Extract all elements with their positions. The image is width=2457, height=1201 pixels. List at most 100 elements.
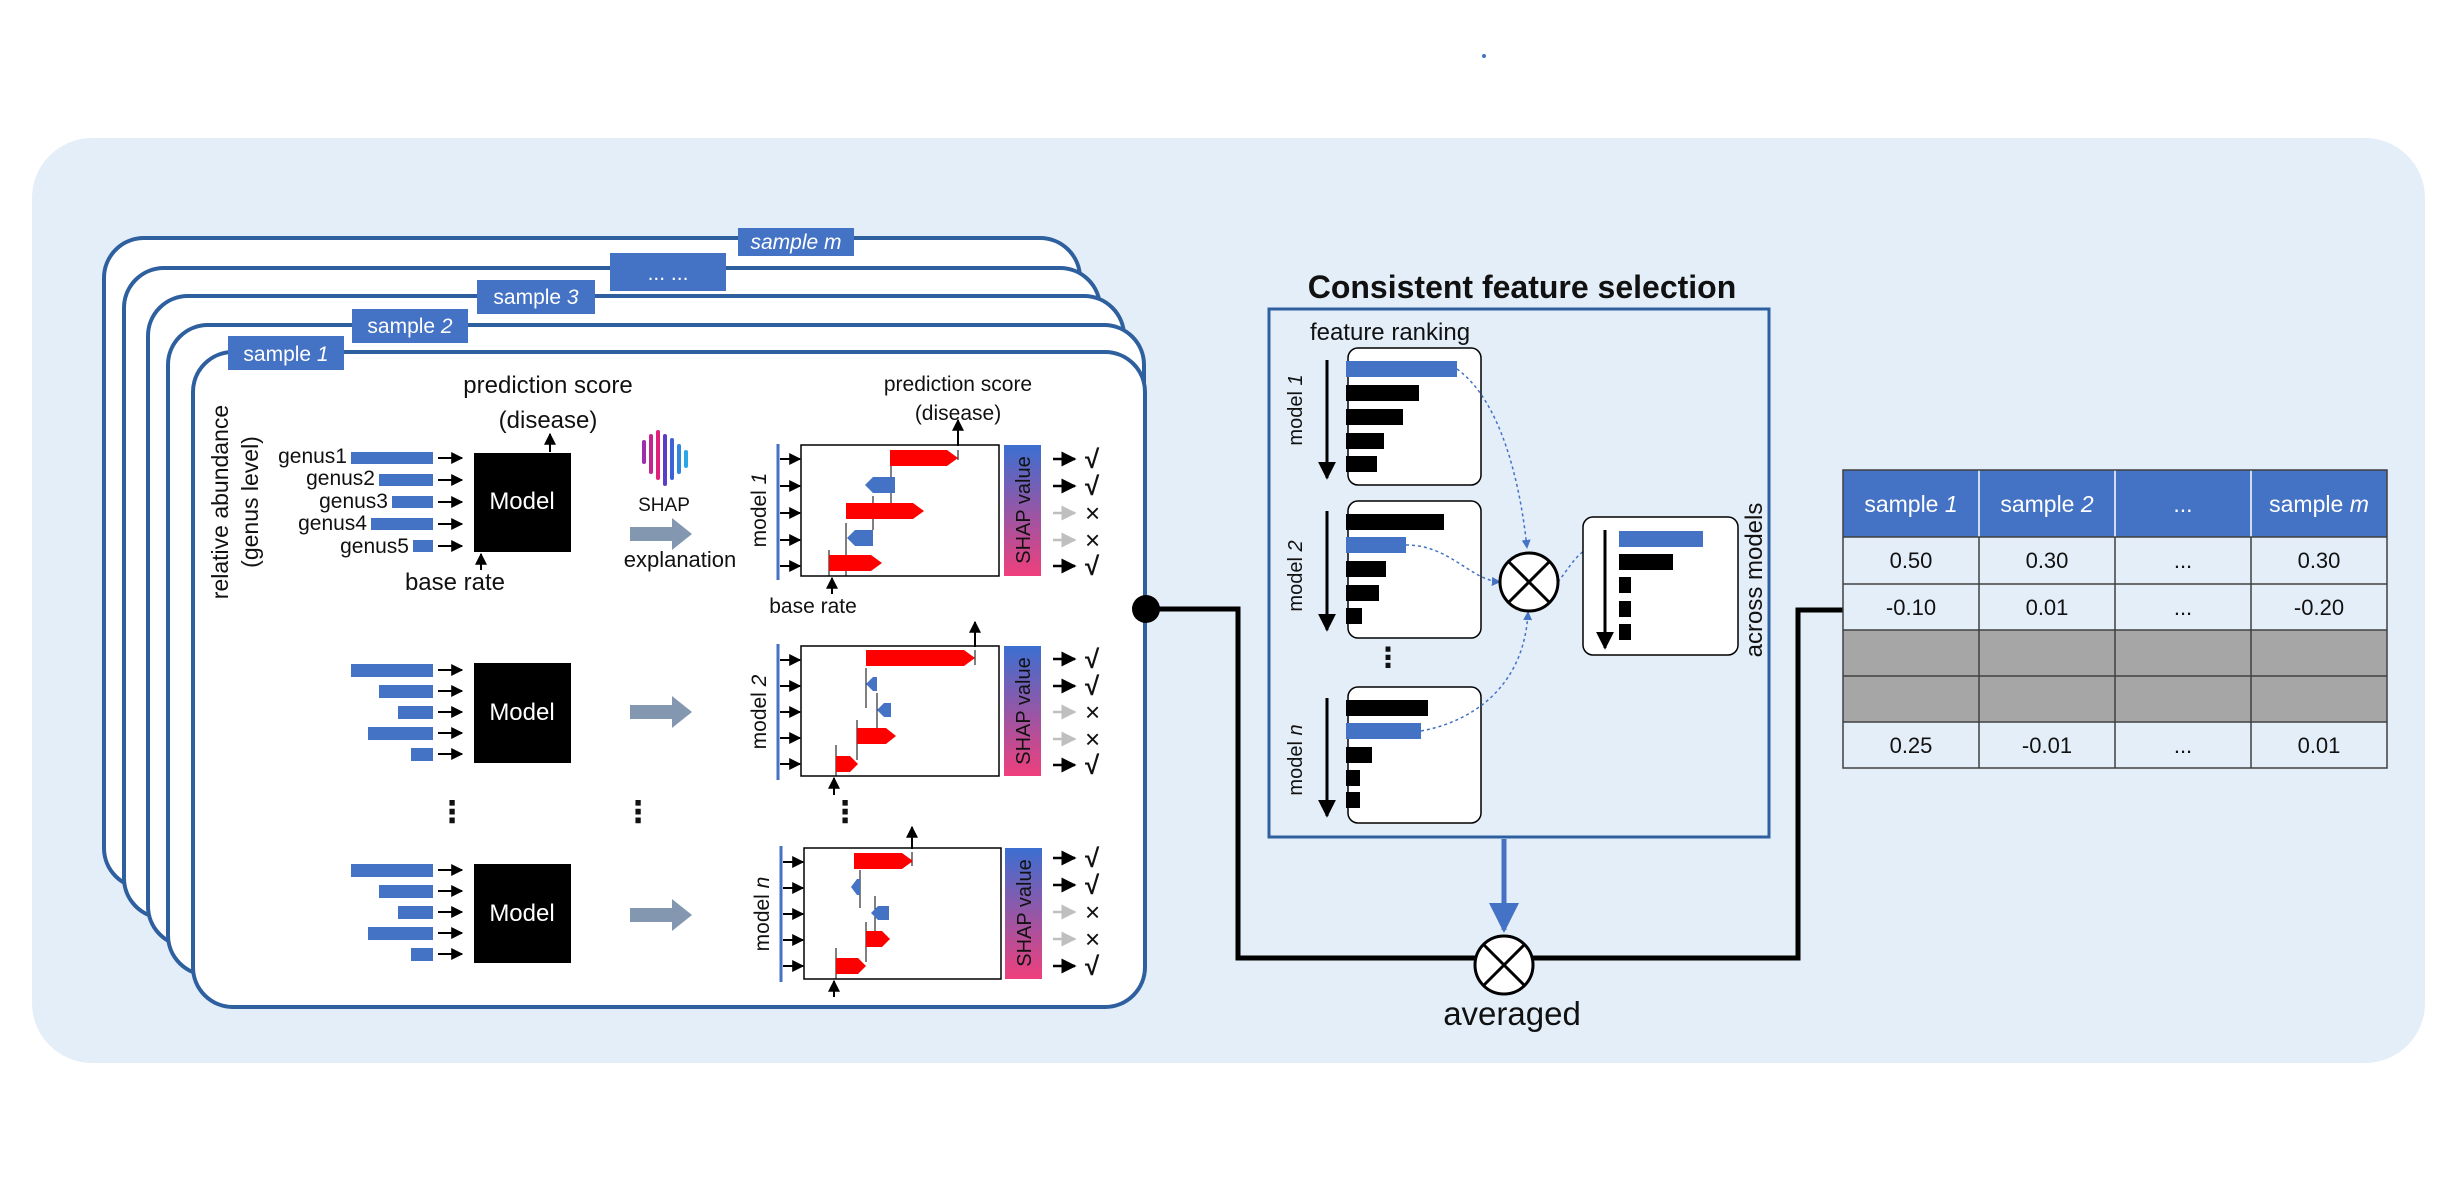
svg-text:√: √ <box>1085 471 1100 501</box>
model-box-2: Model <box>474 663 571 763</box>
across-models-label: across models <box>1741 503 1768 658</box>
ranking-card-n <box>1318 686 1482 824</box>
decorative-dot <box>1482 54 1486 58</box>
base-rate-label-left: base rate <box>405 569 505 596</box>
shap-logo-icon <box>642 430 688 486</box>
svg-text:model 2: model 2 <box>1285 540 1307 611</box>
model-box-1: Model <box>474 453 571 552</box>
svg-text:0.30: 0.30 <box>2298 548 2341 573</box>
sample-tab-1: sample 1 <box>228 336 344 370</box>
combine-operator-icon <box>1498 551 1560 613</box>
svg-text:Model: Model <box>489 900 554 927</box>
svg-text:... ...: ... ... <box>648 262 689 285</box>
averaged-label: averaged <box>1443 995 1581 1032</box>
svg-text:-0.10: -0.10 <box>1886 595 1936 620</box>
connector-lines <box>1146 606 1843 961</box>
feature-ranking-label: feature ranking <box>1310 319 1470 346</box>
svg-text:√: √ <box>1085 951 1100 981</box>
gray-arrow-row3 <box>630 899 692 931</box>
svg-text:genus1: genus1 <box>278 445 347 468</box>
svg-text:sample 3: sample 3 <box>493 286 579 309</box>
input-arrows-row3 <box>438 864 464 960</box>
svg-text:model 1: model 1 <box>1285 374 1307 445</box>
shap-panel-2 <box>776 620 1041 795</box>
svg-text:√: √ <box>1085 870 1100 900</box>
svg-text:√: √ <box>1085 551 1100 581</box>
svg-text:...: ... <box>2174 595 2192 620</box>
svg-text:...: ... <box>2174 733 2192 758</box>
svg-text:0.30: 0.30 <box>2026 548 2069 573</box>
svg-text:×: × <box>1085 924 1100 954</box>
svg-text:prediction score: prediction score <box>463 372 632 399</box>
svg-text:×: × <box>1085 697 1100 727</box>
svg-text:sample 1: sample 1 <box>243 343 328 366</box>
model-box-3: Model <box>474 864 571 963</box>
svg-text:(disease): (disease) <box>915 402 1001 425</box>
input-bars-row2 <box>351 664 433 761</box>
svg-text:...: ... <box>2173 491 2192 517</box>
svg-text:model 2: model 2 <box>748 674 771 749</box>
svg-text:×: × <box>1085 724 1100 754</box>
svg-text:relative abundance: relative abundance <box>207 405 233 599</box>
shap-logo-text: SHAP <box>638 495 690 516</box>
prediction-score-label-left: prediction score (disease) <box>463 372 632 434</box>
svg-text:sample m: sample m <box>2269 491 2369 517</box>
svg-text:sample 2: sample 2 <box>2000 491 2094 517</box>
ranking-model-label-1: model 1 <box>1285 374 1307 445</box>
svg-text:across models: across models <box>1741 503 1768 658</box>
svg-text:prediction score: prediction score <box>884 373 1032 396</box>
model-label-1: model 1 <box>748 473 771 548</box>
connector-dot <box>1132 595 1160 623</box>
sample-tab-3: sample 3 <box>477 280 595 314</box>
relative-abundance-label: relative abundance (genus level) <box>207 405 263 599</box>
svg-text:SHAP value: SHAP value <box>1013 456 1035 563</box>
svg-text:(genus level): (genus level) <box>237 436 263 568</box>
svg-text:...: ... <box>2174 548 2192 573</box>
svg-text:0.01: 0.01 <box>2026 595 2069 620</box>
consistent-feature-selection-title: Consistent feature selection <box>1308 269 1737 305</box>
svg-text:genus5: genus5 <box>340 535 409 558</box>
explanation-label: explanation <box>624 547 737 572</box>
prediction-score-label-right: prediction score (disease) <box>884 373 1032 425</box>
vdots-left-3: ⋮ <box>830 796 860 829</box>
svg-text:0.25: 0.25 <box>1890 733 1933 758</box>
svg-text:model 1: model 1 <box>748 473 771 548</box>
shap-panel-1 <box>776 418 1041 594</box>
averaged-operator-icon <box>1473 934 1535 996</box>
table-headers: sample 1 sample 2 ... sample m <box>1864 491 2369 517</box>
svg-text:√: √ <box>1085 843 1100 873</box>
vdots-left-1: ⋮ <box>437 796 467 829</box>
input-bars-row1 <box>351 452 433 552</box>
shap-value-bar-label-2: SHAP value <box>1013 657 1035 764</box>
svg-text:SHAP value: SHAP value <box>1014 859 1036 966</box>
svg-text:×: × <box>1085 525 1100 555</box>
svg-text:-0.01: -0.01 <box>2022 733 2072 758</box>
svg-text:sample m: sample m <box>750 231 841 254</box>
svg-text:√: √ <box>1085 750 1100 780</box>
ranking-model-label-n: model n <box>1285 724 1307 795</box>
model-label-n: model n <box>751 877 774 952</box>
sample-tab-m: sample m <box>738 228 854 256</box>
svg-text:×: × <box>1085 498 1100 528</box>
shap-value-bar-label-1: SHAP value <box>1013 456 1035 563</box>
gray-arrow-row1 <box>630 518 692 550</box>
consensus-ranking-card <box>1582 516 1739 656</box>
table-row-1: 0.50 0.30 ... 0.30 <box>1890 548 2341 573</box>
svg-text:sample 2: sample 2 <box>367 315 453 338</box>
svg-text:Model: Model <box>489 488 554 515</box>
input-bars-row3 <box>351 864 433 961</box>
svg-text:Model: Model <box>489 699 554 726</box>
selection-marks-n: √ √ × × √ <box>1053 843 1100 981</box>
input-arrows-row1 <box>438 452 464 552</box>
svg-text:SHAP value: SHAP value <box>1013 657 1035 764</box>
ranking-card-2 <box>1318 500 1482 639</box>
svg-text:sample 1: sample 1 <box>1864 491 1957 517</box>
selection-marks-2: √ √ × × √ <box>1053 644 1100 780</box>
table-row-5: 0.25 -0.01 ... 0.01 <box>1890 733 2341 758</box>
shap-value-bar-label-n: SHAP value <box>1014 859 1036 966</box>
svg-text:model n: model n <box>751 877 774 952</box>
svg-text:0.01: 0.01 <box>2298 733 2341 758</box>
input-arrows-row2 <box>438 664 464 760</box>
svg-text:√: √ <box>1085 671 1100 701</box>
